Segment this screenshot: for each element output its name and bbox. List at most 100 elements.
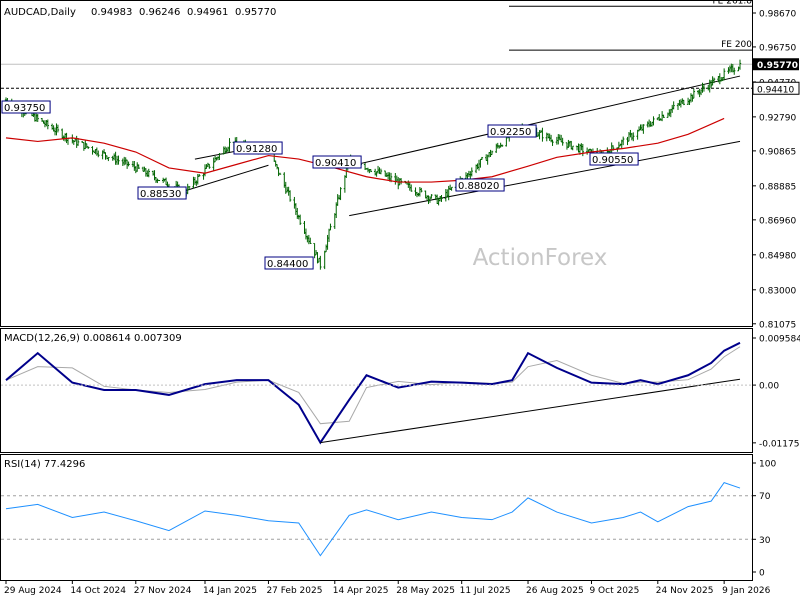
rsi-layer [1,482,752,557]
price-bar [278,172,282,175]
price-header: AUDCAD,Daily 0.94983 0.96246 0.94961 0.9… [4,7,276,18]
price-bar [379,168,383,175]
price-bar [157,179,161,182]
price-tick-label: 0.86960 [759,216,796,226]
price-pane [0,0,753,327]
svg-text:0.84400: 0.84400 [267,259,308,270]
price-tick-label: 0.90865 [759,147,796,157]
svg-text:0.91280: 0.91280 [236,144,277,155]
x-tick-label: 29 Aug 2024 [4,586,62,596]
price-label: 0.91280 [233,141,283,155]
price-bar [541,127,544,142]
price-bar [399,178,403,185]
fib-label: FE 200 [721,40,752,50]
x-tick-label: 11 Jul 2025 [460,586,511,596]
trendline [349,75,741,167]
price-label: 0.88530 [137,186,187,200]
header-low: 0.94961 [187,7,228,18]
price-bar [440,194,443,202]
price-bar [672,101,675,110]
x-tick-label: 26 Aug 2025 [526,586,584,596]
rsi-line [5,482,741,557]
current-price-label: 0.95770 [757,61,798,71]
price-bar [571,145,574,151]
price-bar [187,186,191,191]
price-bar [500,144,504,147]
price-label: 0.90410 [312,155,362,169]
macd-tick-label: 0.009584 [759,334,800,344]
price-bar [46,119,50,130]
price-bar [228,138,231,152]
price-bar [733,67,736,75]
price-bar [339,187,342,201]
price-bar [369,169,373,173]
x-tick-label: 24 Nov 2025 [656,586,714,596]
price-tick-label: 0.88885 [759,182,796,192]
reference-price-badge [752,81,800,95]
svg-text:0.90410: 0.90410 [315,158,356,169]
header-high: 0.96246 [139,7,180,18]
price-bar [127,161,130,167]
price-bar [319,255,322,270]
svg-text:0.90550: 0.90550 [592,155,633,166]
x-tick-label: 9 Jan 2026 [722,586,770,596]
price-bar [652,116,655,126]
price-bar [298,214,302,225]
x-tick-label: 14 Apr 2025 [333,586,389,596]
price-bar [147,168,150,178]
rsi-tick-label: 30 [759,536,771,546]
trendline [184,164,269,192]
price-label: 0.84400 [264,256,314,270]
price-bar [198,173,201,177]
price-bar [329,223,332,231]
axis-layer: 0.986700.967500.947700.927900.908650.888… [4,10,800,596]
header-close: 0.95770 [235,7,276,18]
price-bar [36,113,39,122]
price-bar [410,184,413,192]
macd-header: MACD(12,26,9) 0.008614 0.007309 [4,333,182,344]
price-bar [561,137,564,146]
price-bar [702,83,706,92]
price-bar [632,132,635,142]
price-bar [208,163,211,169]
x-tick-label: 14 Oct 2024 [70,586,126,596]
macd-tick-label: 0.00 [759,382,779,392]
price-bar [712,77,716,84]
price-bar [722,68,726,81]
moving-average-line [5,117,725,183]
price-bar [309,237,312,244]
rsi-header: RSI(14) 77.4296 [4,459,85,470]
x-tick-label: 14 Jan 2025 [203,586,257,596]
price-bar [692,88,696,99]
price-bar [86,146,90,150]
price-label: 0.92250 [487,124,537,138]
price-tick-label: 0.92790 [759,113,796,123]
price-bar [420,187,423,193]
current-price-badge [753,58,799,71]
price-label: 0.90550 [589,152,639,166]
price-bar [621,136,625,146]
price-bar [288,190,292,202]
price-tick-label: 0.84980 [759,251,796,261]
svg-text:0.88020: 0.88020 [458,181,499,192]
rsi-tick-label: 70 [759,492,771,502]
price-bar [642,124,645,134]
price-bar [470,167,473,177]
rsi-tick-label: 0 [759,569,765,579]
price-bar [117,155,120,165]
rsi-pane [0,454,753,581]
price-layer: FE 261.8 FE 200 0.93750 0.91280 0.88530 0.904… [1,0,752,270]
price-bar [56,124,60,133]
price-label: 0.88020 [455,178,505,192]
price-bar [738,59,742,70]
price-tick-label: 0.81075 [759,320,796,330]
x-tick-label: 27 Nov 2024 [134,586,192,596]
price-bar [551,139,554,146]
macd-tick-label: -0.011752 [759,439,800,449]
svg-text:0.88530: 0.88530 [140,189,181,200]
macd-layer [1,341,752,445]
header-open: 0.94983 [91,7,132,18]
price-bar [490,150,494,156]
